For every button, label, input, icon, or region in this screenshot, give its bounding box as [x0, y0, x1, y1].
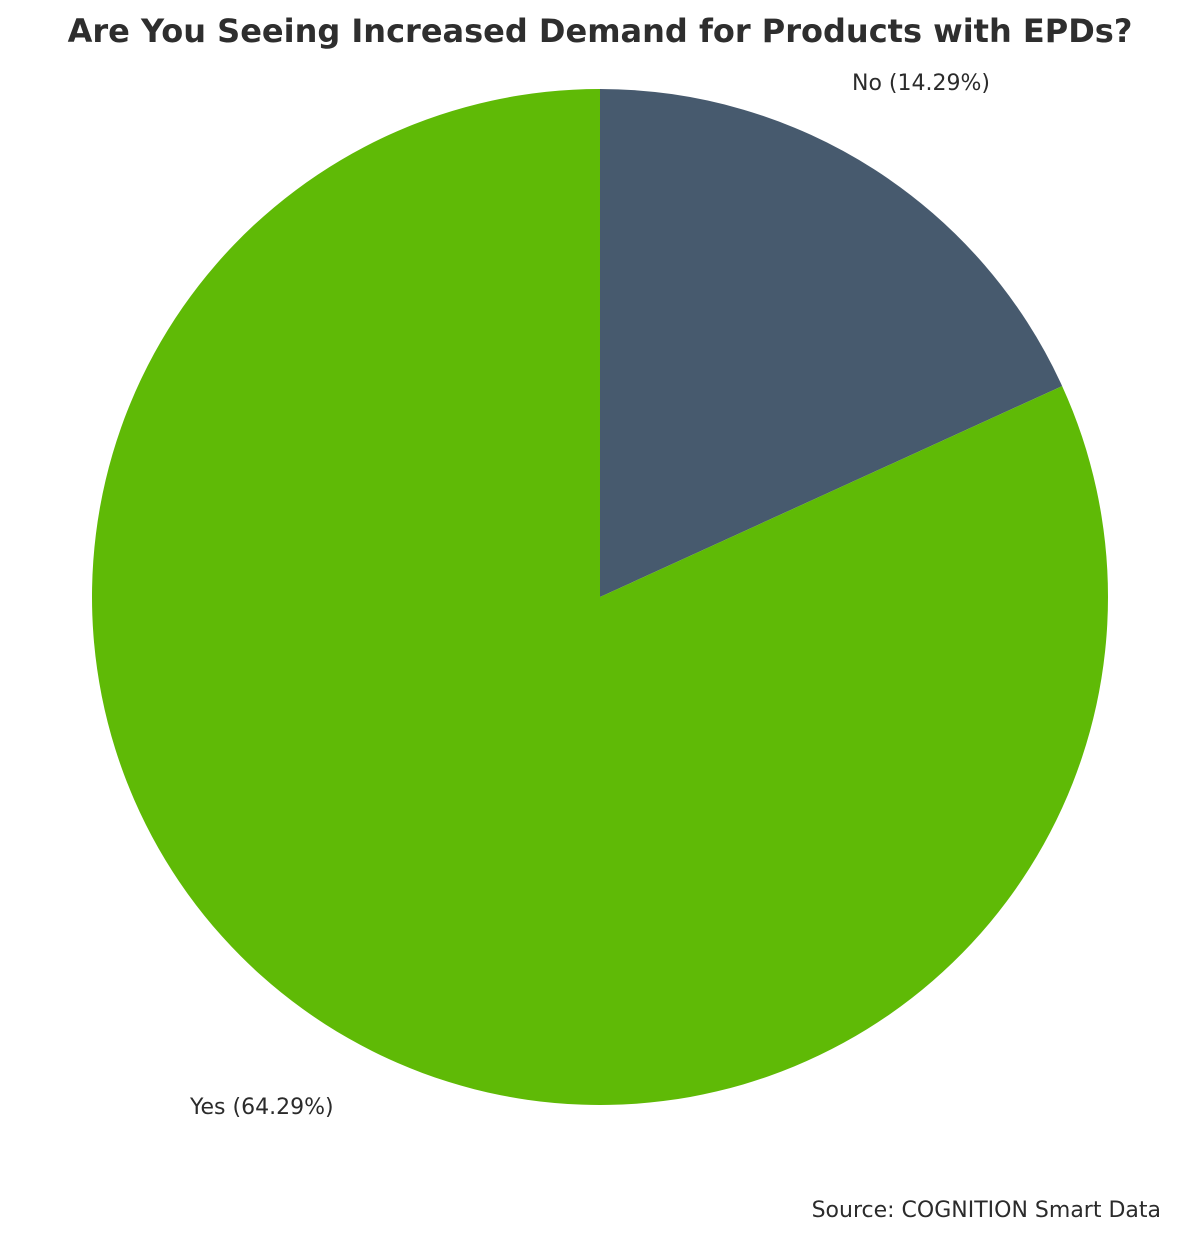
chart-title: Are You Seeing Increased Demand for Prod…	[67, 12, 1133, 50]
pie-slice-yes	[91, 89, 1108, 1105]
pie-slice-no	[600, 89, 1063, 597]
source-note: Source: COGNITION Smart Data	[811, 1198, 1161, 1223]
slice-label-no: No (14.29%)	[852, 71, 990, 96]
slice-label-yes: Yes (64.29%)	[190, 1095, 334, 1120]
